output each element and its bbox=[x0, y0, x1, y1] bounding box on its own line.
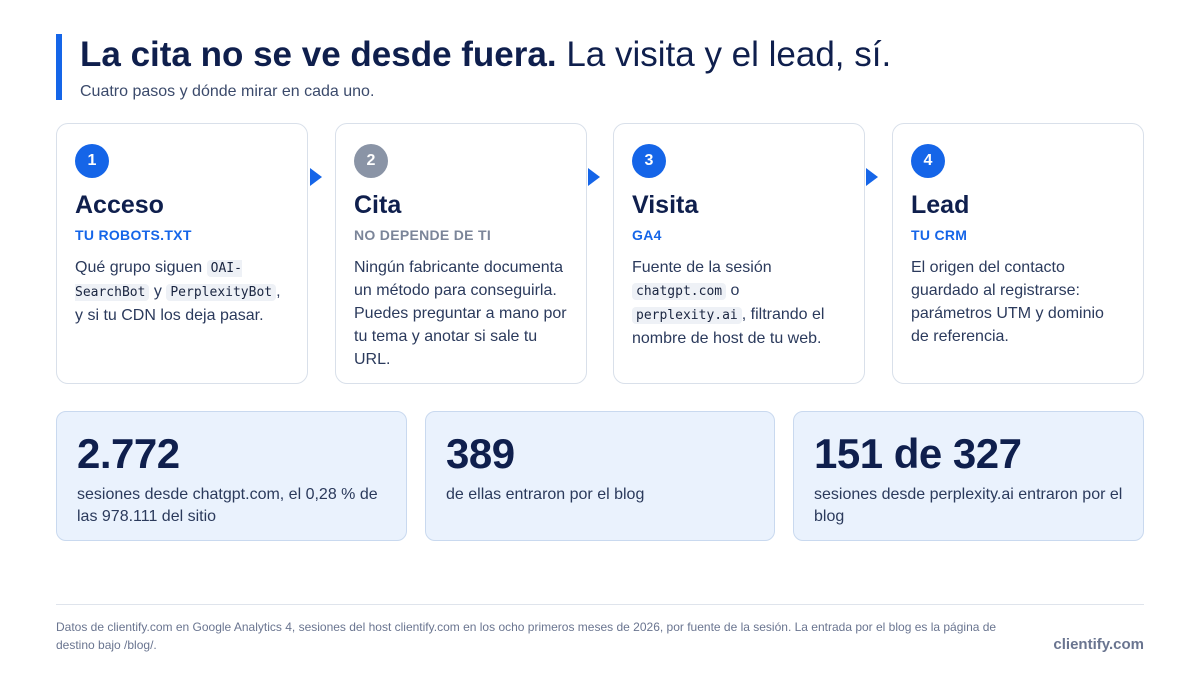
stat-card-chatgpt-sessions: 2.772 sesiones desde chatgpt.com, el 0,2… bbox=[56, 411, 407, 541]
step-number-badge: 2 bbox=[354, 144, 388, 178]
page-subtitle: Cuatro pasos y dónde mirar en cada uno. bbox=[80, 83, 375, 100]
brand-name: clientify.com bbox=[1053, 636, 1144, 653]
step-body: Fuente de la sesión chatgpt.com o perple… bbox=[632, 256, 846, 350]
step-body: El origen del contacto guardado al regis… bbox=[911, 259, 1104, 345]
step-body: Ningún fabricante documenta un método pa… bbox=[354, 259, 567, 368]
step-title: Lead bbox=[911, 191, 970, 219]
arrow-right-icon bbox=[866, 168, 878, 186]
code-snippet: PerplexityBot bbox=[166, 284, 277, 301]
stat-card-perplexity-sessions: 151 de 327 sesiones desde perplexity.ai … bbox=[793, 411, 1144, 541]
step-body-text: Fuente de la sesión bbox=[632, 259, 772, 276]
arrow-right-icon bbox=[310, 168, 322, 186]
step-label: TU CRM bbox=[911, 227, 968, 243]
footer-divider bbox=[56, 604, 1144, 605]
title-strong: La cita no se ve desde fuera. bbox=[80, 35, 557, 74]
title-light: La visita y el lead, sí. bbox=[566, 35, 892, 74]
step-card-visita: 3 Visita GA4 Fuente de la sesión chatgpt… bbox=[613, 123, 865, 384]
stat-value: 389 bbox=[446, 430, 515, 477]
step-body-text: , y si tu CDN los deja pasar. bbox=[75, 283, 281, 324]
stat-description: sesiones desde perplexity.ai entraron po… bbox=[814, 486, 1123, 525]
step-card-cita: 2 Cita NO DEPENDE DE TI Ningún fabricant… bbox=[335, 123, 587, 384]
step-number-badge: 4 bbox=[911, 144, 945, 178]
step-card-acceso: 1 Acceso TU ROBOTS.TXT Qué grupo siguen … bbox=[56, 123, 308, 384]
step-number-badge: 3 bbox=[632, 144, 666, 178]
step-label: NO DEPENDE DE TI bbox=[354, 227, 492, 243]
stat-value: 2.772 bbox=[77, 430, 180, 477]
stat-card-blog-sessions: 389 de ellas entraron por el blog bbox=[425, 411, 775, 541]
code-snippet: chatgpt.com bbox=[632, 283, 727, 300]
step-card-lead: 4 Lead TU CRM El origen del contacto gua… bbox=[892, 123, 1144, 384]
stat-description: de ellas entraron por el blog bbox=[446, 486, 645, 503]
step-number-badge: 1 bbox=[75, 144, 109, 178]
step-body-text: y bbox=[149, 283, 162, 300]
page-title: La cita no se ve desde fuera. La visita … bbox=[80, 34, 891, 76]
code-snippet: perplexity.ai bbox=[632, 307, 742, 324]
stat-value: 151 de 327 bbox=[814, 430, 1022, 477]
step-body-text: , filtrando el nombre de host de tu web. bbox=[632, 306, 825, 347]
stat-description: sesiones desde chatgpt.com, el 0,28 % de… bbox=[77, 486, 378, 525]
step-body-text: o bbox=[726, 282, 740, 299]
step-title: Acceso bbox=[75, 191, 164, 219]
step-label: TU ROBOTS.TXT bbox=[75, 227, 192, 243]
title-accent-bar bbox=[56, 34, 62, 100]
arrow-right-icon bbox=[588, 168, 600, 186]
step-title: Visita bbox=[632, 191, 699, 219]
step-label: GA4 bbox=[632, 227, 662, 243]
step-body-text: Qué grupo siguen bbox=[75, 259, 203, 276]
step-body: Qué grupo siguen OAI-SearchBot y Perplex… bbox=[75, 256, 289, 327]
source-footnote: Datos de clientify.com en Google Analyti… bbox=[56, 620, 997, 652]
step-title: Cita bbox=[354, 191, 402, 219]
